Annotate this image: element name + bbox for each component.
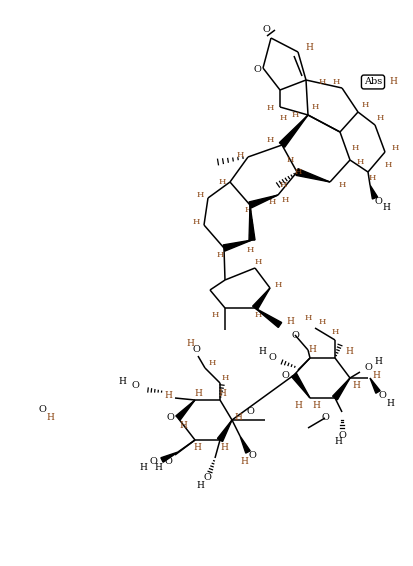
- Text: H: H: [344, 348, 352, 357]
- Text: H: H: [196, 191, 203, 199]
- Text: H: H: [293, 401, 301, 409]
- Text: O: O: [252, 66, 260, 75]
- Polygon shape: [252, 288, 269, 310]
- Text: O: O: [377, 392, 385, 401]
- Text: H: H: [375, 114, 383, 122]
- Text: O: O: [373, 198, 381, 207]
- Text: H: H: [185, 340, 193, 349]
- Text: H: H: [311, 401, 319, 409]
- Text: H: H: [307, 345, 315, 354]
- Text: O: O: [280, 371, 288, 379]
- Text: O: O: [166, 414, 173, 422]
- Text: H: H: [304, 42, 312, 52]
- Polygon shape: [291, 374, 309, 398]
- Text: H: H: [383, 161, 391, 169]
- Text: H: H: [154, 464, 161, 473]
- Text: H: H: [361, 101, 368, 109]
- Text: H: H: [311, 103, 318, 111]
- Text: H: H: [179, 421, 187, 430]
- Text: H: H: [373, 358, 381, 367]
- Text: H: H: [218, 388, 225, 397]
- Text: O: O: [320, 414, 328, 422]
- Text: H: H: [208, 359, 215, 367]
- Text: O: O: [290, 331, 298, 340]
- Text: H: H: [244, 206, 251, 214]
- Text: O: O: [131, 380, 139, 389]
- Text: H: H: [279, 114, 286, 122]
- Polygon shape: [240, 436, 249, 453]
- Text: H: H: [318, 318, 325, 326]
- Text: H: H: [139, 464, 147, 473]
- Text: H: H: [381, 204, 389, 212]
- Text: H: H: [371, 371, 379, 379]
- Text: H: H: [286, 156, 293, 164]
- Text: H: H: [351, 380, 359, 389]
- Text: H: H: [194, 388, 202, 397]
- Polygon shape: [161, 452, 178, 462]
- Text: H: H: [118, 378, 126, 387]
- Text: O: O: [245, 408, 253, 417]
- Polygon shape: [217, 420, 231, 441]
- Text: H: H: [240, 457, 247, 466]
- Text: H: H: [304, 314, 311, 322]
- Text: O: O: [363, 363, 371, 372]
- Text: H: H: [280, 196, 288, 204]
- Polygon shape: [332, 378, 349, 400]
- Text: H: H: [246, 246, 253, 254]
- Text: H: H: [330, 328, 338, 336]
- Text: H: H: [388, 78, 396, 87]
- Text: H: H: [385, 398, 393, 408]
- Text: H: H: [221, 374, 228, 382]
- Text: O: O: [192, 345, 199, 354]
- Text: H: H: [368, 174, 375, 182]
- Polygon shape: [248, 205, 254, 240]
- Text: H: H: [233, 414, 241, 422]
- Text: H: H: [274, 281, 281, 289]
- Text: H: H: [294, 168, 301, 176]
- Text: H: H: [192, 218, 199, 226]
- Text: H: H: [351, 144, 358, 152]
- Text: H: H: [254, 311, 261, 319]
- Text: H: H: [279, 181, 286, 189]
- Text: H: H: [337, 181, 345, 189]
- Text: H: H: [268, 198, 275, 206]
- Text: H: H: [46, 414, 54, 422]
- Text: H: H: [254, 258, 261, 266]
- Text: O: O: [267, 354, 275, 362]
- Text: H: H: [285, 318, 293, 327]
- Polygon shape: [295, 169, 329, 182]
- Text: O: O: [247, 452, 255, 461]
- Text: O: O: [149, 457, 157, 466]
- Text: O: O: [164, 457, 171, 466]
- Text: H: H: [216, 251, 223, 259]
- Text: O: O: [337, 431, 345, 440]
- Text: H: H: [356, 158, 363, 166]
- Polygon shape: [279, 115, 307, 147]
- Text: Abs: Abs: [363, 78, 381, 87]
- Text: H: H: [236, 151, 243, 159]
- Text: H: H: [218, 178, 225, 186]
- Text: H: H: [266, 136, 273, 144]
- Polygon shape: [369, 185, 377, 199]
- Text: H: H: [318, 78, 325, 86]
- Text: H: H: [332, 78, 339, 86]
- Text: H: H: [257, 348, 265, 357]
- Text: O: O: [261, 24, 269, 33]
- Polygon shape: [254, 308, 281, 328]
- Polygon shape: [176, 400, 195, 420]
- Text: H: H: [196, 482, 204, 491]
- Text: O: O: [38, 405, 46, 414]
- Polygon shape: [248, 195, 277, 208]
- Text: H: H: [333, 438, 341, 447]
- Text: O: O: [202, 474, 211, 482]
- Text: H: H: [266, 104, 273, 112]
- Text: H: H: [164, 391, 171, 400]
- Text: H: H: [211, 311, 218, 319]
- Text: H: H: [291, 111, 298, 119]
- Text: H: H: [192, 443, 200, 452]
- Polygon shape: [369, 378, 379, 393]
- Polygon shape: [223, 240, 252, 251]
- Text: H: H: [390, 144, 398, 152]
- Text: H: H: [220, 443, 228, 452]
